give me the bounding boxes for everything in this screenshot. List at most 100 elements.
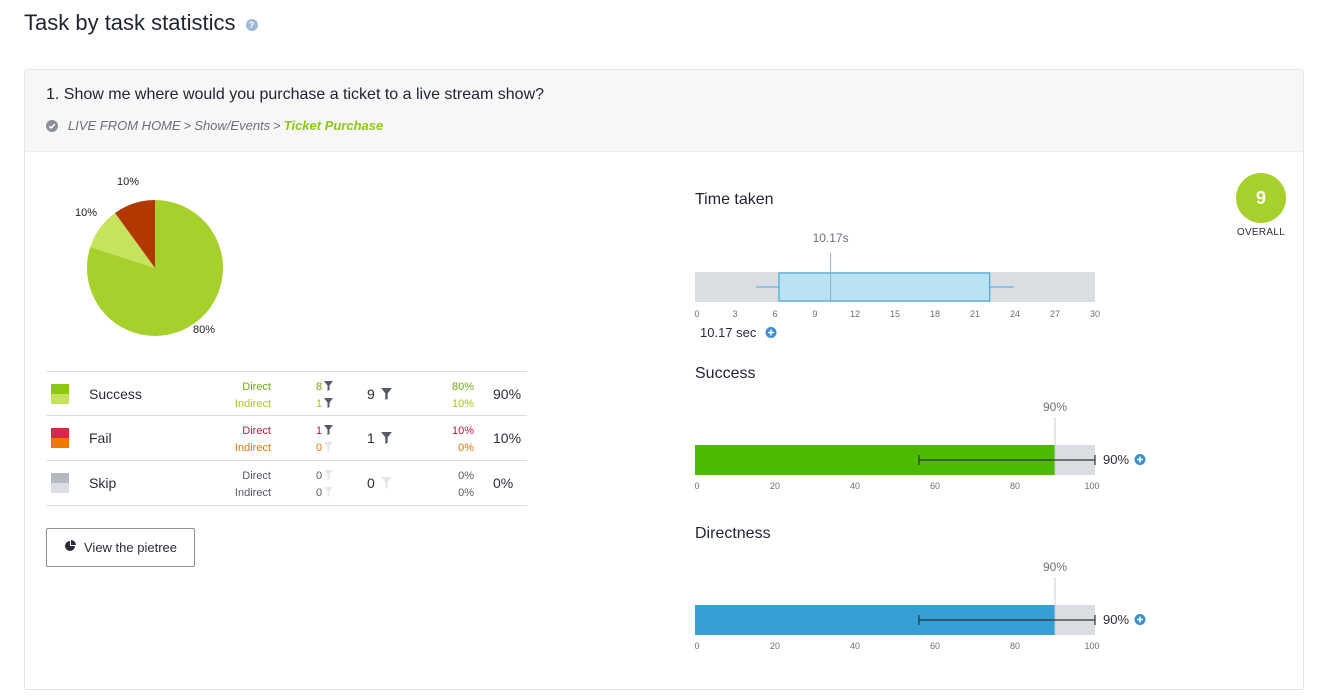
axis-tick-label: 80 (1010, 641, 1020, 651)
indirect-count[interactable]: 0 (316, 440, 346, 457)
breadcrumb-separator: > (273, 118, 281, 133)
axis-tick-label: 24 (1010, 309, 1020, 319)
page-title: Task by task statistics ? (24, 10, 258, 36)
pie-label-success-direct: 80% (193, 324, 216, 336)
breadcrumb-item: Show/Events (194, 118, 271, 133)
direct-label: Direct (242, 470, 271, 482)
indirect-label: Indirect (234, 442, 271, 454)
success-title: Success (695, 365, 756, 382)
indirect-count[interactable]: 0 (316, 485, 346, 502)
pie-chart-icon (64, 540, 76, 555)
total-percent: 0% (493, 475, 514, 491)
direct-label: Direct (242, 425, 271, 437)
total-count[interactable]: 0 (367, 475, 392, 491)
axis-tick-label: 3 (732, 309, 737, 319)
sub-labels: Direct Indirect (216, 468, 271, 502)
indirect-percent: 0% (458, 442, 474, 454)
total-count[interactable]: 1 (367, 430, 392, 446)
indirect-percent: 0% (458, 487, 474, 499)
results-table: Success Direct Indirect 8 1 9 80% 10% 90% Fail Di… (46, 371, 527, 506)
expand-plus-icon[interactable] (1134, 454, 1146, 465)
directness-chart: 90% 0 20 40 60 80 100 90% (694, 560, 1146, 651)
axis-tick-label: 12 (850, 309, 860, 319)
filter-icon[interactable] (380, 477, 392, 489)
breadcrumb-separator: > (183, 118, 192, 133)
axis-tick-label: 100 (1084, 641, 1099, 651)
legend-swatch (51, 384, 69, 404)
filter-icon[interactable] (324, 425, 334, 435)
filter-icon[interactable] (324, 470, 334, 480)
result-pie-chart (65, 170, 245, 350)
legend-swatch (51, 473, 69, 493)
sub-percentages: 80% 10% (436, 379, 474, 413)
time-taken-title: Time taken (695, 191, 774, 208)
filter-icon[interactable] (324, 442, 334, 452)
direct-count[interactable]: 1 (316, 423, 346, 440)
indirect-label: Indirect (234, 487, 271, 499)
axis-tick-label: 40 (850, 481, 860, 491)
axis-tick-label: 0 (694, 641, 699, 651)
filter-icon[interactable] (380, 432, 392, 444)
axis-tick-label: 30 (1090, 309, 1100, 319)
axis-tick-label: 40 (850, 641, 860, 651)
direct-count[interactable]: 0 (316, 468, 346, 485)
view-pietree-button[interactable]: View the pietree (46, 528, 195, 567)
task-header: 1. Show me where would you purchase a ti… (25, 70, 1303, 152)
time-summary: 10.17 sec (700, 325, 757, 340)
overall-score-badge: 9 (1236, 173, 1286, 223)
axis-tick-label: 60 (930, 641, 940, 651)
direct-count-value: 8 (316, 381, 323, 393)
indirect-count-value: 0 (316, 442, 323, 454)
sub-labels: Direct Indirect (216, 423, 271, 457)
filter-icon[interactable] (324, 398, 334, 408)
filter-icon[interactable] (380, 388, 392, 400)
iqr-box (778, 272, 991, 302)
time-taken-chart: 10.17s 0 3 6 9 12 15 18 21 24 27 30 10.17 sec (694, 231, 1100, 340)
pie-svg (87, 200, 223, 336)
filter-icon[interactable] (324, 381, 334, 391)
axis-tick-label: 6 (772, 309, 777, 319)
sub-labels: Direct Indirect (216, 379, 271, 413)
task-card: 1. Show me where would you purchase a ti… (24, 69, 1304, 690)
axis-tick-label: 20 (770, 641, 780, 651)
direct-label: Direct (242, 381, 271, 393)
total-count[interactable]: 9 (367, 386, 392, 402)
directness-value-label: 90% (1043, 560, 1067, 574)
indirect-count[interactable]: 1 (316, 396, 346, 413)
expand-plus-icon[interactable] (765, 327, 777, 338)
row-label: Fail (89, 430, 112, 446)
check-circle-icon (46, 119, 58, 132)
axis-tick-label: 20 (770, 481, 780, 491)
direct-percent: 80% (451, 381, 474, 393)
axis-tick-label: 80 (1010, 481, 1020, 491)
stats-row-fail: Fail Direct Indirect 1 0 1 10% 0% 10% (46, 416, 527, 461)
total-count-value: 9 (367, 386, 375, 402)
breadcrumb-item: LIVE FROM HOME (68, 118, 181, 133)
indirect-percent: 10% (451, 398, 474, 410)
filter-icon[interactable] (324, 487, 334, 497)
help-icon[interactable]: ? (245, 19, 258, 31)
breadcrumb-item-correct: Ticket Purchase (283, 118, 384, 133)
breadcrumb: LIVE FROM HOME > Show/Events > Ticket Pu… (46, 118, 383, 133)
pie-slice-fail (115, 200, 155, 268)
total-percent: 90% (493, 386, 522, 402)
expand-plus-icon[interactable] (1134, 614, 1146, 625)
indirect-count-value: 0 (316, 487, 323, 499)
direct-percent: 0% (458, 470, 474, 482)
stats-row-skip: Skip Direct Indirect 0 0 0 0% 0% 0% (46, 461, 527, 506)
axis-tick-label: 0 (694, 309, 699, 319)
axis-tick-label: 18 (930, 309, 940, 319)
success-value-label: 90% (1043, 400, 1067, 414)
page-title-text: Task by task statistics (24, 10, 236, 35)
row-label: Success (89, 386, 142, 402)
total-count-value: 1 (367, 430, 375, 446)
row-label: Skip (89, 475, 117, 491)
pie-label-fail: 10% (117, 176, 140, 188)
axis-tick-label: 60 (930, 481, 940, 491)
direct-count-value: 1 (316, 425, 323, 437)
task-title: 1. Show me where would you purchase a ti… (46, 86, 545, 103)
direct-count[interactable]: 8 (316, 379, 346, 396)
directness-title: Directness (695, 525, 771, 542)
axis-tick-label: 9 (812, 309, 817, 319)
